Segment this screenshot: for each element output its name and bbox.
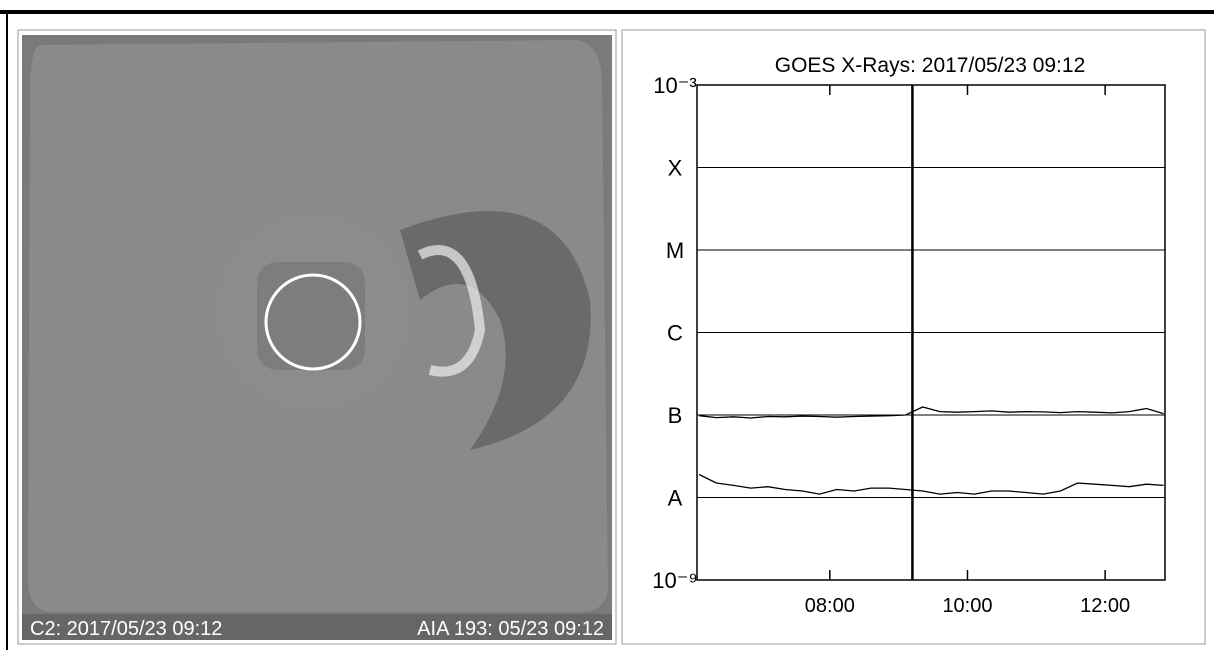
top-border: [0, 10, 1214, 14]
y-tick-label: 10⁻⁹: [652, 568, 698, 593]
image-right-label: AIA 193: 05/23 09:12: [417, 618, 604, 640]
y-tick-label: M: [666, 238, 684, 263]
x-tick-label: 08:00: [805, 595, 855, 617]
y-tick-label: X: [668, 156, 683, 181]
image-left-label: C2: 2017/05/23 09:12: [30, 618, 222, 640]
y-tick-label: 10⁻³: [653, 73, 696, 98]
x-tick-label: 10:00: [942, 595, 992, 617]
app-window: C2: 2017/05/23 09:12 AIA 193: 05/23 09:1…: [0, 0, 1214, 650]
x-tick-label: 12:00: [1080, 595, 1130, 617]
chart-title: GOES X-Rays: 2017/05/23 09:12: [775, 54, 1086, 77]
y-tick-label: B: [668, 403, 683, 428]
left-border: [6, 10, 8, 650]
y-tick-label: C: [667, 321, 683, 346]
y-tick-label: A: [668, 486, 683, 511]
screen: C2: 2017/05/23 09:12 AIA 193: 05/23 09:1…: [0, 0, 1214, 650]
